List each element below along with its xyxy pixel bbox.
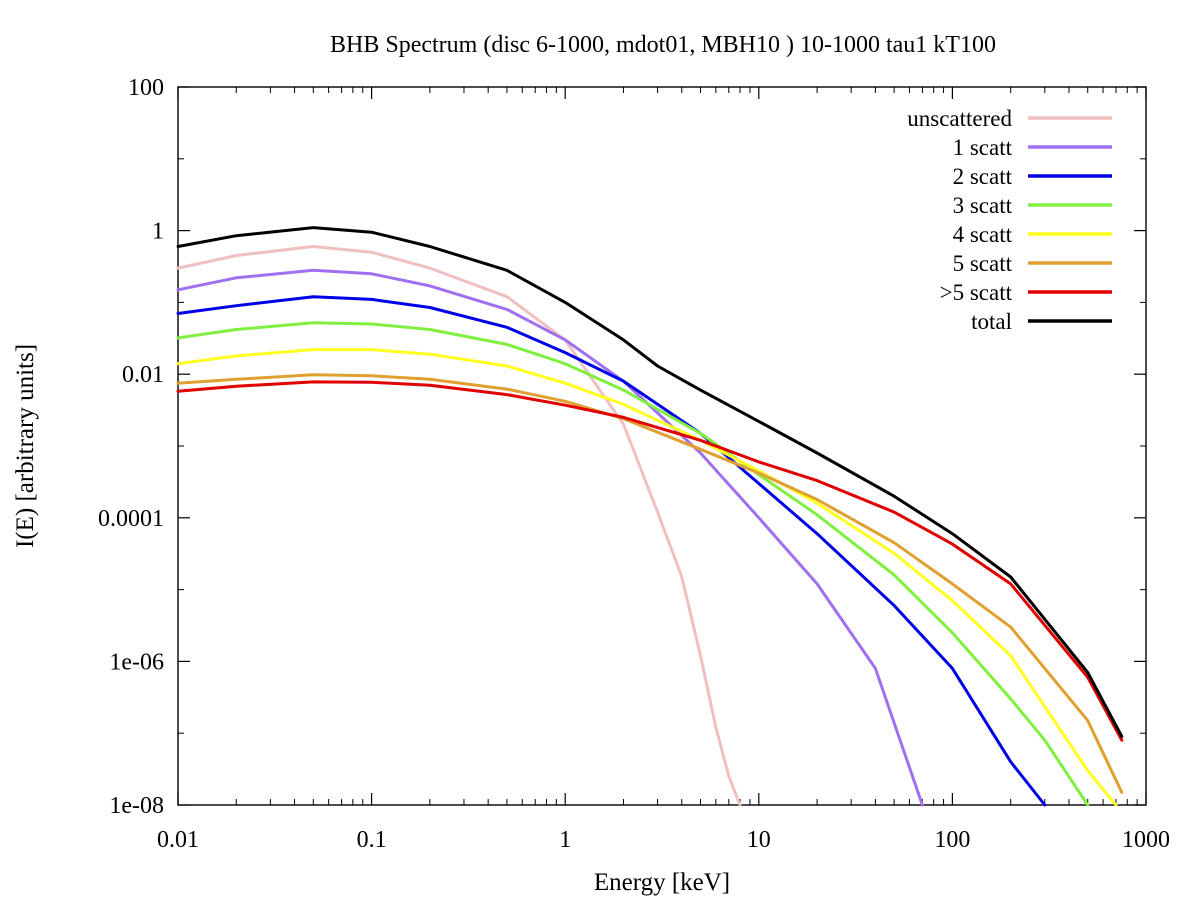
axis-tick-labels: 0.01 0.1 1 10 100 1000 1e-08 1e-06 0.0001 0.01 1 10… [98,75,1170,853]
series-line-unscattered [176,245,742,807]
legend-label-5-scatt: >5 scatt [940,280,1013,305]
x-tick-label: 0.1 [357,827,387,853]
series-line-3-scatt [176,321,1090,807]
y-tick-label: 1e-08 [109,793,164,819]
y-tick-label: 0.01 [122,362,164,388]
x-tick-label: 0.01 [157,827,199,853]
x-tick-label: 1 [559,827,571,853]
series-line-5-scatt [176,380,1124,742]
legend-label-total: total [971,309,1012,334]
x-tick-label: 10 [747,827,771,853]
series-line-5-scatt [176,373,1124,794]
legend-label-5-scatt: 5 scatt [953,251,1013,276]
series-line-4-scatt [176,348,1118,807]
series-line-1-scatt [176,268,924,807]
y-tick-label: 1 [152,219,164,245]
legend-label-unscattered: unscattered [907,106,1012,131]
legend-label-4-scatt: 4 scatt [953,222,1013,247]
legend-label-1-scatt: 1 scatt [953,135,1013,160]
y-tick-label: 1e-06 [109,649,164,675]
series-line-total [176,226,1124,738]
legend-label-3-scatt: 3 scatt [953,193,1013,218]
series-lines [176,226,1124,807]
chart-title: BHB Spectrum (disc 6-1000, mdot01, MBH10… [330,32,996,58]
legend: unscattered 1 scatt 2 scatt 3 scatt 4 scatt 5… [907,106,1112,334]
legend-label-2-scatt: 2 scatt [953,164,1013,189]
series-line-2-scatt [176,295,1047,807]
y-tick-label: 0.0001 [98,506,164,532]
axis-ticks [177,86,1147,806]
x-axis-label: Energy [keV] [594,869,730,896]
y-tick-label: 100 [128,75,164,101]
y-axis-label: I(E) [arbitrary units] [12,344,39,548]
x-tick-label: 1000 [1122,827,1170,853]
x-tick-label: 100 [934,827,970,853]
